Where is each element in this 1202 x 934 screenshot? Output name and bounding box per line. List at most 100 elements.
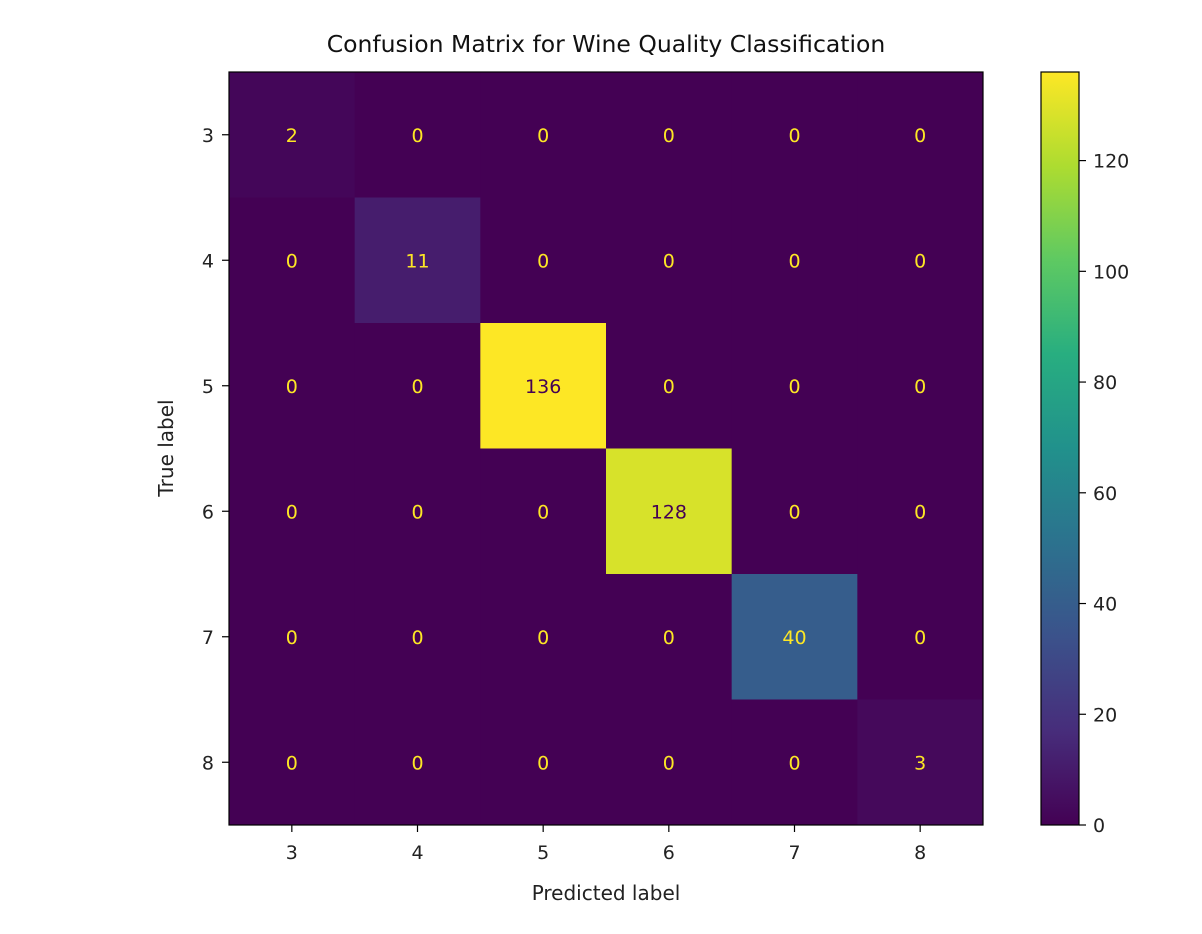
cell-value-label: 0 [537,125,549,147]
colorbar-ticks: 0 20 40 60 80 100 120 [1079,151,1129,837]
heatmap-cell [857,72,984,198]
heatmap-cell [480,699,607,826]
x-tick-label: 6 [663,842,675,864]
cell-value-label: 0 [537,250,549,272]
y-tick-label: 8 [202,752,214,774]
cell-value-label: 0 [914,125,926,147]
colorbar-tick-label: 0 [1093,815,1105,837]
heatmap-cell [606,323,733,449]
colorbar [1040,71,1080,826]
cell-value-label: 0 [286,250,298,272]
cell-value-label: 0 [663,250,675,272]
heatmap-cell [354,72,481,198]
heatmap-cell [606,448,733,575]
y-tick-label: 5 [202,376,214,398]
cell-value-label: 0 [914,250,926,272]
heatmap-cell [606,574,733,700]
cell-value-label: 0 [663,752,675,774]
heatmap-cell [354,574,481,700]
y-axis-label: True label [154,399,178,497]
cell-value-label: 0 [286,376,298,398]
x-tick-label: 3 [286,842,298,864]
x-tick-label: 8 [914,842,926,864]
heatmap-cell [480,323,607,449]
heatmap-cell [731,72,858,198]
heatmap-cell [606,197,733,324]
heatmap-cell [731,448,858,575]
y-tick-label: 4 [202,250,214,272]
x-axis-label: Predicted label [532,881,681,905]
y-tick-label: 3 [202,125,214,147]
chart-title: Confusion Matrix for Wine Quality Classi… [327,30,886,58]
cell-value-label: 0 [914,627,926,649]
heatmap-cell [857,574,984,700]
colorbar-tick-label: 60 [1093,483,1117,505]
y-axis-ticks: 3 4 5 6 7 8 [202,125,229,774]
cell-value-label: 0 [788,125,800,147]
heatmap-cell [354,448,481,575]
cell-value-label: 0 [286,752,298,774]
heatmap-cell [731,574,858,700]
heatmap-cell [606,699,733,826]
heatmap-cell [731,323,858,449]
heatmap-cells [229,72,984,826]
colorbar-tick-label: 100 [1093,261,1129,283]
heatmap-cell [354,323,481,449]
heatmap-cell [857,448,984,575]
plot-frame [228,71,984,826]
heatmap-cell [480,448,607,575]
cell-value-label: 0 [663,627,675,649]
cell-value-label: 0 [411,125,423,147]
y-tick-label: 7 [202,627,214,649]
x-tick-label: 5 [537,842,549,864]
cell-value-label: 0 [537,752,549,774]
cell-value-label: 0 [286,501,298,523]
heatmap-cell [229,72,356,198]
cell-value-label: 0 [788,752,800,774]
cell-value-label: 0 [788,250,800,272]
heatmap-cell [731,699,858,826]
heatmap-cell-labels: 2 0 0 0 0 0 0 11 0 0 0 0 0 0 136 0 0 0 0 0 0 128 0 0 0 0 0 0 40 0 0 0 0 0… [286,125,926,775]
cell-value-label: 0 [914,376,926,398]
cell-value-label: 0 [286,627,298,649]
heatmap-cell [731,197,858,324]
colorbar-tick-label: 80 [1093,372,1117,394]
heatmap-cell [229,323,356,449]
heatmap-cell [857,699,984,826]
heatmap-cell [480,574,607,700]
heatmap-cell [354,699,481,826]
cell-value-label: 0 [788,376,800,398]
x-tick-label: 4 [411,842,423,864]
heatmap-cell [857,197,984,324]
heatmap-cell [229,448,356,575]
x-axis-ticks: 3 4 5 6 7 8 [286,825,926,864]
cell-value-label: 0 [663,125,675,147]
cell-value-label: 0 [411,627,423,649]
heatmap-cell [480,72,607,198]
heatmap-cell [606,72,733,198]
cell-value-label: 0 [411,376,423,398]
cell-value-label: 128 [651,501,687,523]
cell-value-label: 3 [914,752,926,774]
cell-value-label: 40 [782,627,806,649]
cell-value-label: 0 [411,501,423,523]
colorbar-tick-label: 20 [1093,704,1117,726]
cell-value-label: 0 [914,501,926,523]
colorbar-tick-label: 120 [1093,151,1129,173]
heatmap-cell [480,197,607,324]
cell-value-label: 11 [405,250,429,272]
cell-value-label: 0 [663,376,675,398]
cell-value-label: 0 [537,501,549,523]
y-tick-label: 6 [202,501,214,523]
heatmap-cell [229,197,356,324]
heatmap-cell [229,574,356,700]
cell-value-label: 0 [788,501,800,523]
cell-value-label: 0 [537,627,549,649]
cell-value-label: 136 [525,376,561,398]
heatmap-cell [354,197,481,324]
heatmap-cell [229,699,356,826]
colorbar-tick-label: 40 [1093,594,1117,616]
cell-value-label: 2 [286,125,298,147]
cell-value-label: 0 [411,752,423,774]
